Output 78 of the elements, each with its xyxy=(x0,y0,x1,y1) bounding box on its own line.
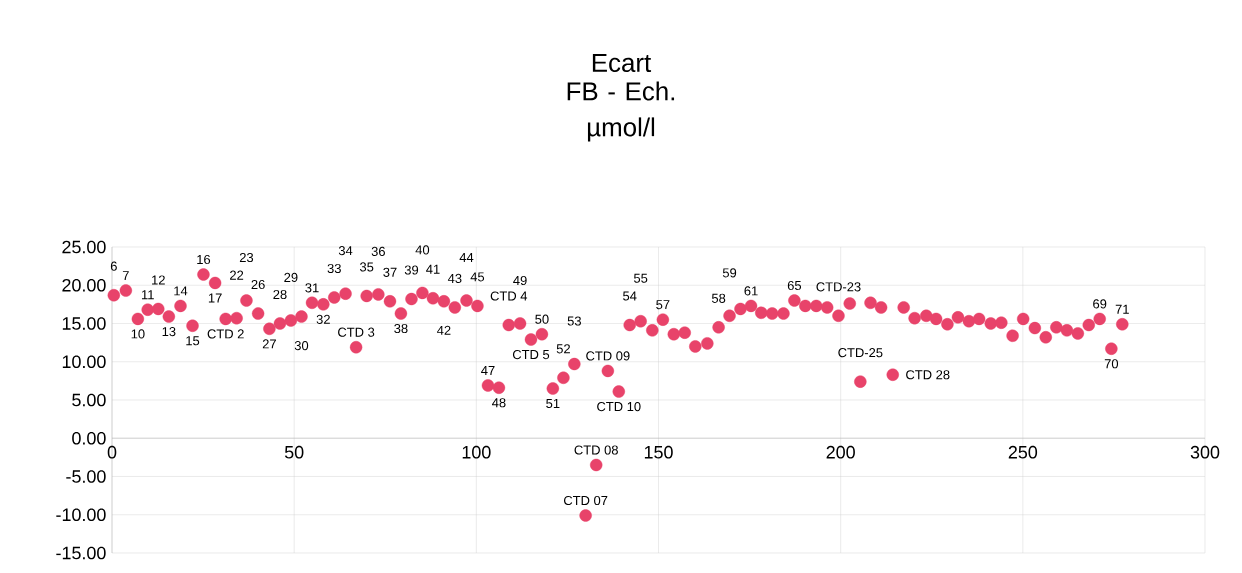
annotation: 32 xyxy=(316,314,330,324)
annotation: CTD 10 xyxy=(597,401,641,412)
annotation: 57 xyxy=(656,300,670,310)
annotation: 30 xyxy=(294,341,309,351)
annotation: 22 xyxy=(230,270,244,280)
annotation: CTD 07 xyxy=(563,495,608,506)
x-tick-label: 100 xyxy=(462,445,491,459)
annotation: 59 xyxy=(722,268,737,278)
annotation: 52 xyxy=(556,344,570,354)
annotation: 29 xyxy=(284,272,298,283)
annotation: 65 xyxy=(787,280,802,291)
annotation: 38 xyxy=(394,323,408,334)
x-tick-label: 250 xyxy=(1008,445,1038,459)
y-tick-label: 0.00 xyxy=(72,431,106,445)
annotation: 6 xyxy=(110,261,117,271)
annotation: 45 xyxy=(470,272,485,282)
annotation: 27 xyxy=(262,339,276,349)
annotation: CTD-25 xyxy=(838,348,883,358)
annotation: 40 xyxy=(415,245,430,255)
annotation: 55 xyxy=(633,273,648,283)
y-tick-label: -5.00 xyxy=(66,470,106,483)
annotation: 12 xyxy=(152,275,165,285)
annotation: 51 xyxy=(546,399,560,409)
x-tick-label: 200 xyxy=(826,445,855,459)
chart-subtitle: FB - Ech. µmol/l xyxy=(567,81,675,142)
annotation: 71 xyxy=(1115,304,1129,314)
annotation: CTD 2 xyxy=(207,329,244,339)
annotation: CTD 4 xyxy=(490,291,528,301)
annotation: 16 xyxy=(197,254,211,265)
y-tick-label: 25.00 xyxy=(62,240,106,254)
x-tick-label: 0 xyxy=(107,445,117,459)
annotation: 13 xyxy=(162,327,176,337)
annotation: 49 xyxy=(513,275,527,286)
chart-title: Ecart xyxy=(592,53,652,73)
annotation: 70 xyxy=(1104,359,1119,369)
annotation: 28 xyxy=(273,289,287,300)
annotation: 26 xyxy=(251,279,265,290)
annotation: 11 xyxy=(141,290,154,300)
annotation: 61 xyxy=(744,286,758,296)
y-tick-label: 15.00 xyxy=(62,317,106,330)
annotation: CTD-23 xyxy=(816,282,861,292)
annotation: 14 xyxy=(174,286,188,296)
y-tick-label: -15.00 xyxy=(56,546,106,560)
annotation: 41 xyxy=(426,264,440,274)
annotation: 50 xyxy=(535,314,549,324)
x-tick-label: 50 xyxy=(284,445,304,459)
annotation: 17 xyxy=(208,293,222,303)
annotation: CTD 28 xyxy=(906,370,950,380)
annotation: 58 xyxy=(711,293,726,303)
annotation: 39 xyxy=(404,265,419,275)
annotation: 42 xyxy=(437,325,451,335)
annotation: 69 xyxy=(1093,299,1107,309)
annotation: 10 xyxy=(131,329,145,339)
annotation: 31 xyxy=(305,283,319,293)
y-tick-label: 20.00 xyxy=(62,278,106,292)
annotation: 7 xyxy=(122,271,129,281)
y-tick-label: 5.00 xyxy=(72,393,106,407)
y-tick-label: 10.00 xyxy=(62,355,106,369)
annotation: 44 xyxy=(459,253,474,262)
annotation: 15 xyxy=(186,336,200,346)
annotation: 53 xyxy=(567,316,581,326)
annotation: 37 xyxy=(383,267,397,277)
annotation: 36 xyxy=(371,246,385,256)
x-tick-label: 300 xyxy=(1190,445,1220,459)
annotation: 43 xyxy=(447,273,462,283)
x-tick-label: 150 xyxy=(644,445,673,459)
y-tick-label: -10.00 xyxy=(56,508,106,522)
annotation: CTD 08 xyxy=(574,445,618,455)
annotation: 33 xyxy=(327,263,341,274)
annotation: 34 xyxy=(338,246,353,256)
annotation: CTD 3 xyxy=(338,327,375,337)
annotation: 48 xyxy=(492,398,506,408)
annotation: 54 xyxy=(623,291,637,301)
annotation: 23 xyxy=(239,252,254,263)
annotation: CTD 09 xyxy=(586,351,630,361)
annotation: 35 xyxy=(359,262,374,272)
annotation: 47 xyxy=(481,366,495,375)
annotation: CTD 5 xyxy=(512,349,550,360)
